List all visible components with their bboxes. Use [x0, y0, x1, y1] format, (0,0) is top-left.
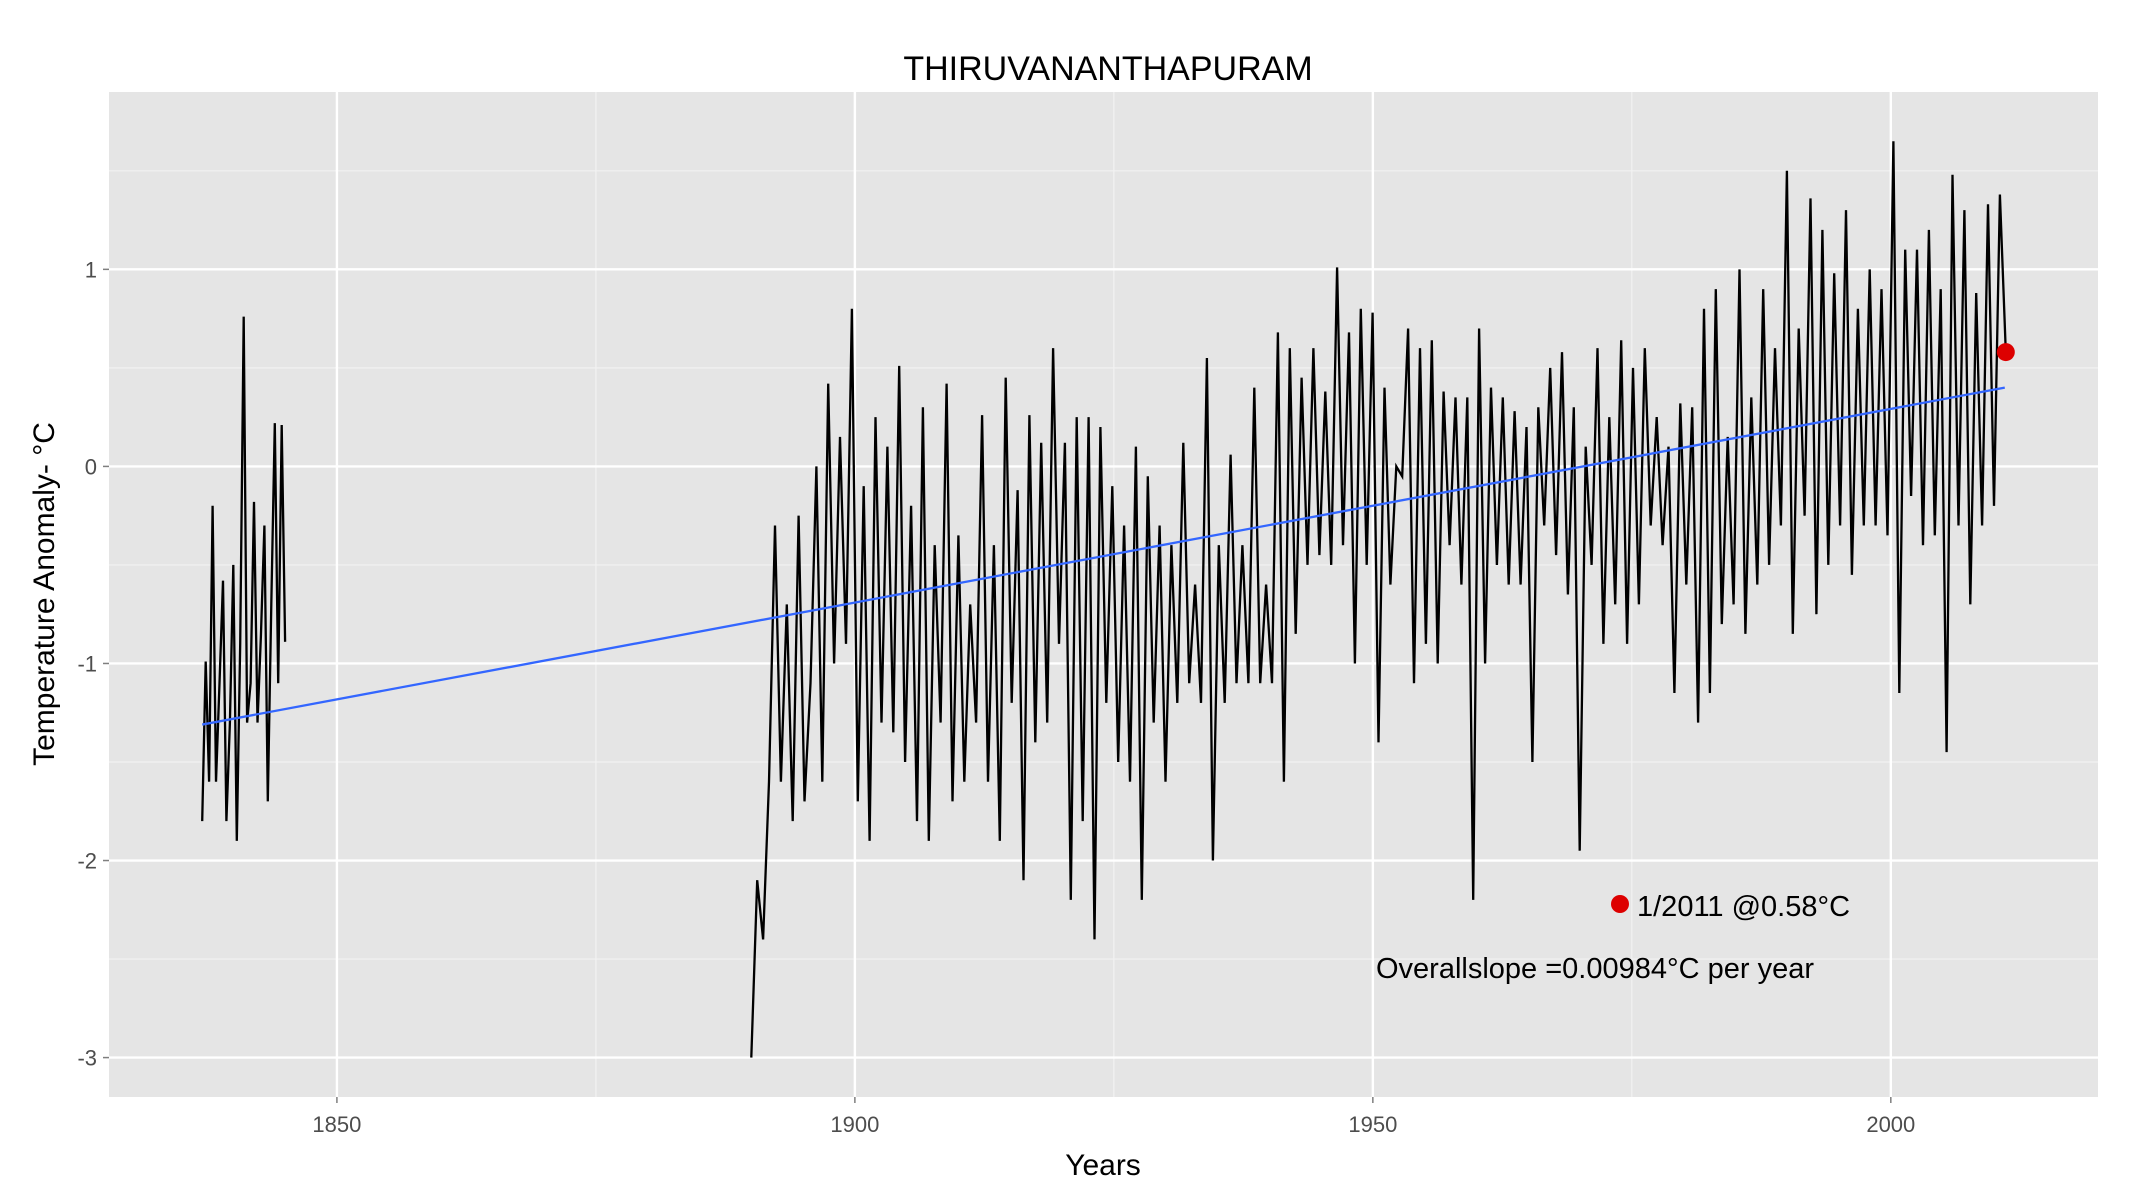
highlight-point-group — [1996, 343, 2015, 362]
y-axis-ticks: -3 -2 -1 0 1 — [77, 257, 109, 1071]
highlight-point — [1996, 343, 2015, 362]
temperature-series — [201, 141, 2007, 1058]
x-tick-label: 1850 — [312, 1112, 361, 1137]
series-line-segment — [201, 316, 287, 841]
x-axis-title: Years — [1065, 1149, 1141, 1182]
y-tick-label: 0 — [85, 454, 97, 479]
chart-title: THIRUVANANTHAPURAM — [903, 50, 1312, 88]
trend-line — [202, 386, 2005, 726]
y-tick-label: 1 — [85, 257, 97, 282]
annotation-slope: Overallslope =0.00984°C per year — [1376, 953, 1814, 985]
y-tick-label: -2 — [77, 849, 97, 874]
y-tick-label: -3 — [77, 1046, 97, 1071]
x-tick-label: 1950 — [1348, 1112, 1397, 1137]
x-tick-label: 2000 — [1866, 1112, 1915, 1137]
y-tick-label: -1 — [77, 651, 97, 676]
trend-line-path — [202, 386, 2005, 726]
y-axis-title: Temperature Anomaly- °C — [28, 422, 61, 766]
x-tick-label: 1900 — [830, 1112, 879, 1137]
x-axis-ticks: 1850 1900 1950 2000 — [312, 1097, 1915, 1137]
annotation-marker — [1611, 895, 1629, 913]
series-line-segment — [750, 141, 2007, 1058]
annotation-latest-value: 1/2011 @0.58°C — [1637, 891, 1850, 923]
